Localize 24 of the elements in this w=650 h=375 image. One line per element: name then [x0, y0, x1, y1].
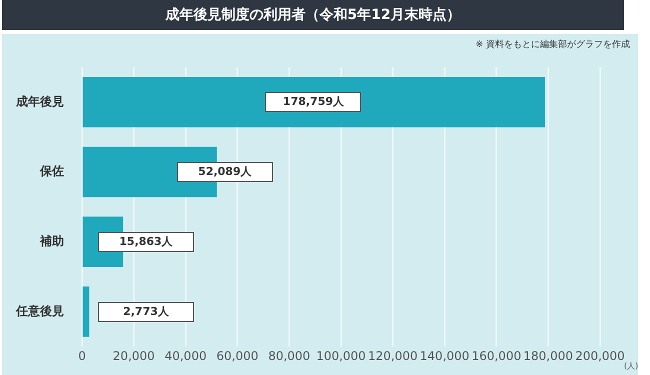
- y-tick-label: 任意後見: [15, 304, 64, 318]
- y-tick-label: 成年後見: [15, 94, 64, 108]
- x-tick-label: 160,000: [472, 348, 522, 363]
- x-tick-label: 120,000: [368, 348, 418, 363]
- x-tick-label: 140,000: [420, 348, 470, 363]
- y-tick-label: 保佐: [39, 164, 64, 178]
- y-tick-label: 補助: [39, 234, 64, 248]
- x-tick-label: 180,000: [523, 348, 574, 363]
- x-tick-label: 40,000: [164, 348, 207, 363]
- value-tag: 52,089人: [176, 162, 273, 182]
- x-tick-label: 200,000: [575, 348, 625, 363]
- chart-title: 成年後見制度の利用者（令和5年12月末時点）: [2, 0, 624, 30]
- x-tick-label: 60,000: [216, 348, 258, 363]
- bar: [82, 286, 90, 337]
- value-tag: 178,759人: [265, 92, 362, 112]
- bar: [82, 76, 545, 128]
- value-tag: 2,773人: [98, 302, 194, 322]
- x-tick-label: 100,000: [316, 348, 366, 363]
- x-tick-label: 0: [78, 348, 86, 363]
- value-tag: 15,863人: [98, 232, 194, 252]
- x-tick-label: 80,000: [268, 348, 310, 363]
- x-axis-title: (人): [624, 362, 638, 371]
- text: ※ 資料をもとに編集部がグラフを作成: [476, 38, 630, 51]
- x-tick-label: 20,000: [112, 348, 155, 363]
